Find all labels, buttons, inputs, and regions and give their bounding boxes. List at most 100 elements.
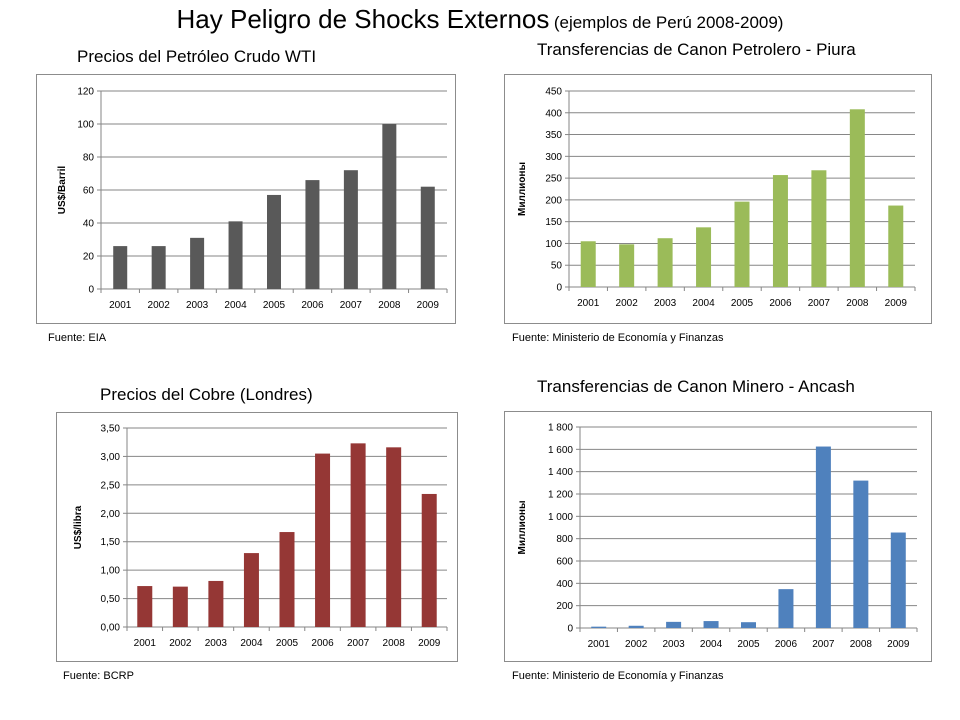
oil-canon-bar-2003 [657,238,673,287]
oil-canon-bar-2004 [696,227,712,287]
mining-canon-bar-2003 [666,621,682,628]
oil-bar-2005 [267,194,281,289]
oil-canon-bar-2002 [619,244,635,287]
oil-bar-2002 [151,246,166,289]
oil-canon-y-tick-label: 50 [551,261,563,272]
mining-canon-x-tick-label: 2001 [588,639,611,650]
mining-canon-x-tick-label: 2004 [700,639,723,650]
copper-bar-2002 [172,586,188,627]
slide-title: Hay Peligro de Shocks Externos (ejemplos… [0,4,960,35]
oil-bar-2008 [382,124,397,289]
oil-canon-x-tick-label: 2009 [885,298,908,309]
copper-x-tick-label: 2003 [205,638,228,649]
copper-y-tick-label: 0,00 [101,623,121,634]
mining-canon-y-tick-label: 800 [556,534,573,545]
oil-canon-x-tick-label: 2005 [731,298,754,309]
copper-bar-2001 [137,586,153,627]
mining-canon-y-tick-label: 1 800 [548,423,573,434]
oil-canon-y-tick-label: 100 [545,239,562,250]
oil-x-tick-label: 2006 [301,300,324,311]
oil-y-tick-label: 0 [88,285,94,296]
mining-canon-y-tick-label: 200 [556,601,573,612]
oil-y-tick-label: 100 [77,120,94,131]
copper-chart-source: Fuente: BCRP [63,670,134,682]
oil-bar-2004 [228,221,243,289]
oil-canon-bar-2006 [772,175,788,287]
copper-bar-2009 [421,493,437,627]
oil-canon-y-tick-label: 250 [545,174,562,185]
oil-canon-x-tick-label: 2007 [808,298,831,309]
oil-bar-2003 [190,237,205,289]
copper-x-tick-label: 2001 [134,638,157,649]
oil-y-axis-label: US$/Barril [57,166,68,215]
oil-canon-y-axis-label: Миллионы [517,162,528,216]
mining-canon-y-tick-label: 600 [556,557,573,568]
copper-y-tick-label: 3,00 [101,452,121,463]
mining-canon-x-tick-label: 2003 [662,639,685,650]
mining-canon-bar-2008 [853,480,869,628]
oil-price-chart-svg: 0 20 40 60 80 100 120 2001 2002 2003 2004 2005 2006 2… [57,87,448,311]
mining-canon-x-tick-label: 2009 [887,639,910,650]
oil-canon-bar-2009 [888,205,904,287]
copper-x-tick-label: 2007 [347,638,370,649]
mining-canon-bar-2002 [628,625,644,628]
oil-chart-source: Fuente: EIA [48,332,107,344]
oil-x-tick-label: 2004 [224,300,247,311]
oil-canon-x-tick-label: 2008 [846,298,869,309]
mining-canon-y-tick-label: 0 [567,624,573,635]
copper-bar-2004 [243,553,259,627]
copper-y-tick-label: 2,00 [101,509,121,520]
oil-canon-x-tick-label: 2003 [654,298,677,309]
slide-title-subtitle: (ejemplos de Perú 2008-2009) [553,13,784,32]
mining-canon-y-tick-label: 1 200 [548,490,573,501]
oil-x-tick-label: 2009 [417,300,440,311]
oil-canon-y-tick-label: 200 [545,195,562,206]
mining-canon-bar-2007 [815,446,831,628]
mining-canon-x-tick-label: 2006 [775,639,798,650]
mining-canon-bar-2005 [741,622,756,628]
oil-canon-bar-2007 [811,170,827,287]
oil-canon-y-tick-label: 350 [545,130,562,141]
oil-canon-bar-2001 [580,241,596,287]
oil-canon-x-tick-label: 2001 [577,298,600,309]
oil-chart-title: Precios del Petróleo Crudo WTI [77,47,317,66]
copper-bar-2008 [386,447,402,627]
copper-bar-2005 [279,532,295,627]
oil-x-tick-label: 2002 [148,300,171,311]
copper-y-tick-label: 3,50 [101,424,121,435]
mining-canon-y-tick-label: 1 000 [548,512,573,523]
oil-y-tick-label: 40 [83,219,95,230]
copper-x-tick-label: 2002 [169,638,192,649]
oil-canon-y-tick-label: 400 [545,108,562,119]
oil-bar-2009 [420,186,435,289]
oil-y-tick-label: 20 [83,252,95,263]
copper-price-chart-svg: 0,00 0,50 1,00 1,50 2,00 2,50 3,00 3,50 2001 2002… [73,424,448,649]
oil-canon-bar-2005 [734,201,750,287]
copper-chart-title: Precios del Cobre (Londres) [100,385,313,404]
mining-canon-x-tick-label: 2002 [625,639,648,650]
copper-x-tick-label: 2009 [418,638,441,649]
oil-canon-chart: 0 50 100 150 200 250 300 350 400 450 2001 2002 2003 2… [504,74,932,324]
copper-x-tick-label: 2008 [383,638,406,649]
oil-canon-x-tick-label: 2002 [616,298,639,309]
mining-canon-y-tick-label: 400 [556,579,573,590]
oil-canon-chart-source: Fuente: Ministerio de Economía y Finanza… [512,332,724,344]
oil-canon-bar-2008 [849,109,865,287]
oil-bar-2007 [343,170,358,289]
oil-canon-x-tick-label: 2006 [769,298,792,309]
copper-x-tick-label: 2005 [276,638,299,649]
oil-price-chart: 0 20 40 60 80 100 120 2001 2002 2003 2004 2005 2006 2… [36,74,456,324]
mining-canon-bar-2009 [890,532,906,628]
copper-y-axis-label: US$/libra [73,505,84,549]
oil-x-tick-label: 2008 [378,300,401,311]
mining-canon-y-tick-label: 1 600 [548,445,573,456]
slide-title-main: Hay Peligro de Shocks Externos [176,4,550,34]
copper-bar-2003 [208,580,224,627]
copper-bar-2006 [315,453,331,627]
mining-canon-chart-title: Transferencias de Canon Minero - Ancash [537,377,855,396]
copper-x-tick-label: 2006 [311,638,334,649]
mining-canon-bar-2006 [778,589,794,628]
oil-y-tick-label: 80 [83,153,95,164]
mining-canon-bar-2001 [591,626,607,628]
oil-x-tick-label: 2007 [340,300,363,311]
